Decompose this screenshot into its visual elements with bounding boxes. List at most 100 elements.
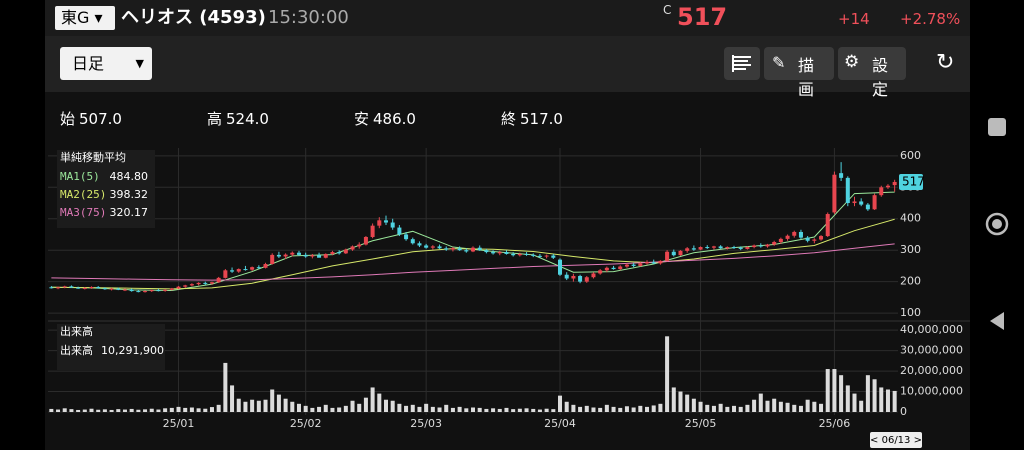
candle-body (163, 289, 168, 291)
x-tick-label: 25/05 (685, 417, 717, 430)
v-tick-label: 0 (900, 405, 907, 418)
candle-body (230, 270, 235, 272)
candle-body (256, 267, 261, 269)
volume-bar (76, 409, 81, 412)
volume-bar (852, 393, 857, 412)
period-select[interactable]: 日足 ▼ (60, 47, 152, 80)
volume-bar (82, 409, 87, 412)
candle-body (825, 214, 830, 237)
volume-bar (531, 408, 536, 412)
candle-body (805, 237, 810, 241)
candle-body (444, 248, 449, 250)
volume-bar (49, 408, 54, 412)
ma-legend-value: 398.32 (110, 188, 149, 201)
candle-body (892, 181, 897, 186)
market-select[interactable]: 東G ▾ (55, 6, 115, 30)
back-button[interactable] (990, 312, 1004, 330)
ohlc-label: 高 (207, 110, 223, 128)
volume-bar (176, 406, 181, 412)
candle-body (524, 253, 529, 255)
candle-body (685, 248, 690, 251)
market: 東G (61, 8, 90, 27)
settings-button[interactable]: ⚙ 設定 (838, 47, 906, 99)
candle-body (504, 252, 509, 254)
candle-body (357, 244, 362, 247)
list-button[interactable] (724, 47, 760, 80)
ma-line (51, 191, 895, 291)
candle-body (383, 220, 388, 223)
volume-bar (223, 362, 228, 412)
volume-bar (772, 398, 777, 412)
volume-bar (524, 408, 529, 412)
candle-body (624, 264, 629, 267)
candle-body (143, 291, 148, 293)
volume-bar (859, 400, 864, 412)
volume-bar (96, 409, 101, 412)
volume-bar (631, 407, 636, 412)
volume-bar (303, 405, 308, 412)
time: 15:30:00 (268, 7, 349, 28)
stock-name: ヘリオス (4593) (121, 7, 266, 28)
refresh-button[interactable]: ↻ (936, 50, 955, 75)
candle-body (645, 262, 650, 264)
volume-bar (236, 398, 241, 412)
ma-legend-name: MA3(75) (60, 206, 106, 219)
candle-body (370, 225, 375, 237)
candle-body (89, 286, 94, 288)
candle-body (276, 254, 281, 257)
candle-body (772, 242, 777, 245)
ohlc-label: 安 (354, 110, 370, 128)
last-price-tag (899, 173, 923, 190)
volume-bar (618, 407, 623, 412)
candle-body (865, 204, 870, 210)
volume-bar (89, 408, 94, 412)
volume-bar (845, 385, 850, 412)
volume-bar (390, 400, 395, 412)
volume-bar (885, 389, 890, 412)
candle-body (872, 195, 877, 210)
recents-button[interactable] (988, 118, 1006, 136)
volume-bar (645, 406, 650, 412)
volume-bar (377, 393, 382, 412)
volume-bar (537, 409, 542, 412)
volume-bar (598, 407, 603, 412)
volume-bar (477, 407, 482, 412)
volume-bar (102, 409, 107, 412)
candle-body (558, 259, 563, 275)
ohlc-label: 始 (60, 110, 76, 128)
candle-body (129, 289, 134, 292)
volume-bar (872, 379, 877, 412)
ma-line (51, 243, 895, 281)
candle-body (691, 248, 696, 250)
volume-bar (892, 390, 897, 412)
candle-body (457, 248, 462, 251)
ohlc-item: 終 517.0 (501, 108, 563, 129)
volume-bar (56, 409, 61, 412)
volume-bar (805, 399, 810, 412)
candle-body (343, 249, 348, 254)
candle-body (216, 277, 221, 283)
candle-body (678, 250, 683, 256)
volume-bar (558, 395, 563, 412)
volume-bar (290, 401, 295, 412)
volume-bar (785, 402, 790, 412)
volume-bar (203, 408, 208, 412)
volume-bar (591, 407, 596, 412)
candle-body (183, 285, 188, 287)
volume-bar (397, 403, 402, 412)
draw-button[interactable]: ✎ 描画 (764, 47, 834, 99)
candle-body (631, 264, 636, 266)
candle-body (296, 252, 301, 255)
y-tick-label: 100 (900, 306, 921, 319)
candle-body (792, 231, 797, 236)
volume-bar (450, 407, 455, 412)
volume-bar (169, 407, 174, 412)
home-button[interactable] (985, 212, 1009, 236)
volume-bar (685, 394, 690, 412)
volume-bar (69, 409, 74, 412)
candle-body (363, 236, 368, 245)
volume-bar (343, 405, 348, 412)
candle-body (845, 177, 850, 204)
volume-bar (658, 403, 663, 412)
candle-body (263, 264, 268, 268)
